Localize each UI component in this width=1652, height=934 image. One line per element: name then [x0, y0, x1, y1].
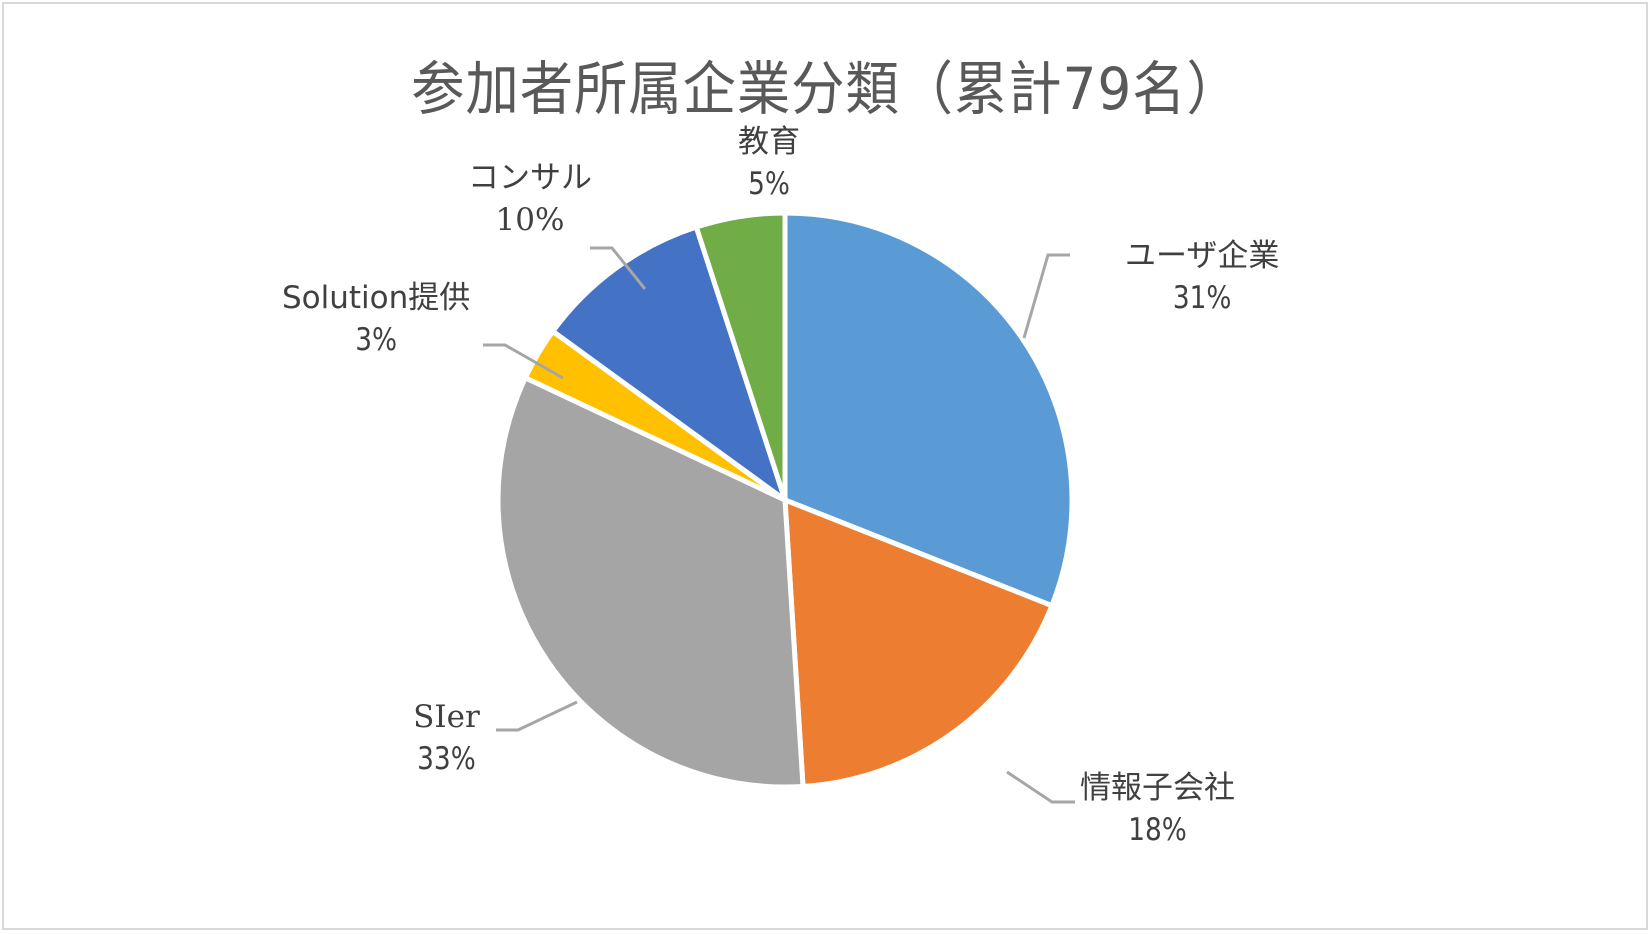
- pie-slice-1: [782, 497, 1055, 789]
- label-solution-pct: 3%: [355, 321, 398, 358]
- label-subsidiary-name: 情報子会社: [1080, 770, 1235, 806]
- label-consul-pct: 10%: [495, 201, 565, 238]
- pie-slice-5: [693, 210, 788, 503]
- leader-line-user: [1022, 253, 1070, 339]
- label-edu-pct: 5%: [748, 165, 790, 202]
- label-subsidiary-pct: 18%: [1128, 811, 1187, 848]
- label-edu: 教育 5%: [738, 122, 800, 206]
- pie-slice-4: [550, 224, 788, 503]
- label-solution: Solution提供 3%: [282, 278, 470, 362]
- pie-slice-0: [782, 210, 1075, 609]
- label-user-pct: 31%: [1172, 279, 1232, 316]
- chart-title: 参加者所属企業分類（累計79名）: [411, 55, 1241, 123]
- label-sier-pct: 33%: [417, 740, 476, 777]
- leader-line-consul: [590, 246, 647, 290]
- label-consul: コンサル 10%: [468, 158, 592, 242]
- label-subsidiary: 情報子会社 18%: [1080, 768, 1235, 852]
- pie-slice-2: [495, 375, 806, 790]
- label-user: ユーザ企業 31%: [1125, 236, 1279, 320]
- label-solution-name: Solution提供: [282, 280, 471, 316]
- label-consul-name: コンサル: [468, 160, 592, 196]
- leader-line-subsidiary: [1006, 770, 1075, 804]
- label-sier: SIer 33%: [412, 697, 481, 781]
- leader-line-sier: [496, 700, 578, 732]
- label-user-name: ユーザ企業: [1125, 238, 1280, 274]
- label-edu-name: 教育: [738, 124, 800, 160]
- leader-line-solution: [483, 343, 564, 380]
- label-sier-name: SIer: [413, 699, 480, 735]
